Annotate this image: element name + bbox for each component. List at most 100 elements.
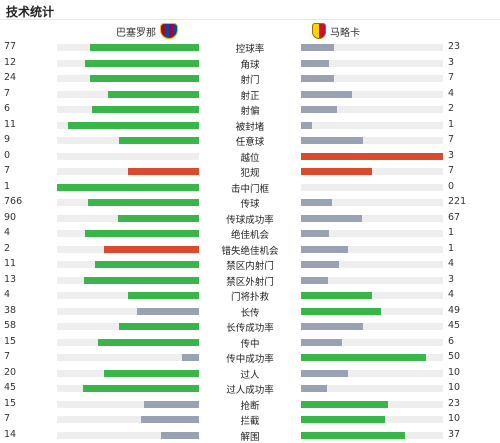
away-stat-value: 50 (448, 351, 498, 362)
stat-label: 抢断 (200, 398, 300, 412)
rcd-mallorca-crest-icon (312, 23, 326, 39)
away-stat-value: 221 (448, 196, 498, 207)
away-stat-value: 1 (448, 119, 498, 130)
home-stat-bar (90, 75, 199, 82)
home-stat-value: 24 (4, 72, 54, 83)
home-stat-bar (119, 323, 199, 330)
home-stat-bar (85, 60, 199, 67)
home-stat-bar (118, 215, 199, 222)
stat-label: 禁区外射门 (200, 274, 300, 288)
home-stat-bar-track (57, 354, 199, 361)
home-stat-value: 38 (4, 305, 54, 316)
home-stat-value: 15 (4, 398, 54, 409)
away-stat-bar (301, 354, 426, 361)
away-stat-bar-track (301, 354, 443, 361)
away-stat-bar (301, 416, 385, 423)
away-stat-bar (301, 153, 443, 160)
home-stat-value: 20 (4, 367, 54, 378)
home-stat-bar-track (57, 416, 199, 423)
away-stat-bar-track (301, 106, 443, 113)
home-stat-bar (182, 354, 199, 361)
stat-label: 传中成功率 (200, 351, 300, 365)
title-divider (0, 19, 500, 20)
away-stat-bar (301, 370, 348, 377)
away-stat-bar-track (301, 184, 443, 191)
home-stat-bar-track (57, 75, 199, 82)
home-stat-value: 766 (4, 196, 54, 207)
away-stat-value: 4 (448, 289, 498, 300)
away-stat-bar-track (301, 308, 443, 315)
stat-label: 长传 (200, 305, 300, 319)
away-stat-value: 3 (448, 274, 498, 285)
home-stat-bar (88, 199, 199, 206)
away-stat-bar-track (301, 370, 443, 377)
home-stat-value: 1 (4, 181, 54, 192)
away-stat-bar-track (301, 137, 443, 144)
away-stat-bar-track (301, 91, 443, 98)
stat-label: 传球成功率 (200, 212, 300, 226)
away-stat-bar (301, 106, 337, 113)
stat-row: 24 射门 7 (0, 71, 500, 87)
away-stat-bar-track (301, 230, 443, 237)
stat-label: 长传成功率 (200, 320, 300, 334)
stat-label: 射偏 (200, 103, 300, 117)
home-stat-bar (108, 91, 199, 98)
stat-label: 传中 (200, 336, 300, 350)
home-stat-bar (84, 277, 199, 284)
stat-label: 错失绝佳机会 (200, 243, 300, 257)
away-stat-bar (301, 401, 388, 408)
home-stat-value: 2 (4, 243, 54, 254)
home-stat-value: 13 (4, 274, 54, 285)
home-stat-value: 7 (4, 351, 54, 362)
home-stat-value: 7 (4, 413, 54, 424)
home-stat-bar-track (57, 292, 199, 299)
away-stat-value: 67 (448, 212, 498, 223)
home-stat-bar (161, 432, 199, 439)
stat-label: 射门 (200, 72, 300, 86)
stat-label: 拦截 (200, 413, 300, 427)
away-stat-bar-track (301, 432, 443, 439)
home-stat-bar-track (57, 339, 199, 346)
home-stat-value: 14 (4, 429, 54, 440)
home-team-header: 巴塞罗那 (112, 23, 178, 39)
away-stat-value: 10 (448, 382, 498, 393)
stat-label: 射正 (200, 88, 300, 102)
away-stat-value: 4 (448, 258, 498, 269)
away-stat-bar (301, 339, 342, 346)
home-stat-bar (68, 122, 199, 129)
away-stat-bar (301, 308, 381, 315)
home-stat-bar (104, 246, 199, 253)
fc-barcelona-crest-icon (160, 23, 178, 39)
away-stat-value: 7 (448, 134, 498, 145)
stat-label: 越位 (200, 150, 300, 164)
home-stat-value: 9 (4, 134, 54, 145)
home-stat-value: 0 (4, 150, 54, 161)
home-stat-bar (83, 385, 199, 392)
home-stat-bar-track (57, 137, 199, 144)
home-stat-bar (119, 137, 199, 144)
stat-label: 禁区内射门 (200, 258, 300, 272)
away-stat-bar-track (301, 44, 443, 51)
away-stat-bar-track (301, 153, 443, 160)
home-stat-bar-track (57, 401, 199, 408)
home-stat-bar (144, 401, 199, 408)
home-stat-value: 7 (4, 165, 54, 176)
home-stat-bar-track (57, 370, 199, 377)
away-stat-value: 10 (448, 367, 498, 378)
home-stat-bar (85, 230, 199, 237)
stat-row: 13 禁区外射门 3 (0, 273, 500, 289)
away-stat-value: 7 (448, 72, 498, 83)
away-stat-value: 1 (448, 227, 498, 238)
away-stat-value: 37 (448, 429, 498, 440)
away-stat-bar (301, 385, 327, 392)
